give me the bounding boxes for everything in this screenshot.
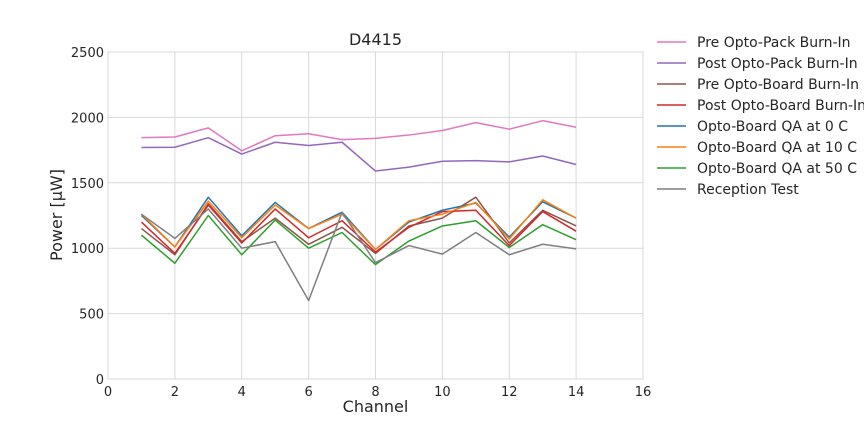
x-tick-label: 0 (104, 385, 112, 400)
y-tick-label: 500 (79, 308, 104, 323)
x-tick-label: 6 (304, 385, 312, 400)
x-tick-label: 2 (171, 385, 179, 400)
legend-label: Post Opto-Pack Burn-In (697, 56, 858, 72)
legend-item: Opto-Board QA at 0 C (657, 119, 848, 135)
x-tick-label: 8 (371, 385, 379, 400)
legend: Pre Opto-Pack Burn-In Post Opto-Pack Burn… (657, 35, 864, 198)
series-line-3 (140, 196, 577, 256)
series-line-6 (140, 199, 577, 251)
legend-label: Post Opto-Board Burn-In (697, 98, 864, 114)
legend-item: Reception Test (657, 182, 799, 198)
series-line-7 (140, 214, 577, 266)
y-tick-label: 0 (96, 373, 104, 388)
x-tick-label: 14 (568, 385, 585, 400)
legend-item: Pre Opto-Pack Burn-In (657, 35, 851, 51)
y-tick-label: 1500 (71, 177, 104, 192)
x-tick-label: 4 (238, 385, 246, 400)
series-line-8 (140, 208, 577, 302)
x-tick-label: 12 (501, 385, 518, 400)
x-tick-label: 16 (635, 385, 652, 400)
legend-item: Opto-Board QA at 50 C (657, 161, 857, 177)
y-tick-label: 2000 (71, 111, 104, 126)
x-tick-label: 10 (434, 385, 451, 400)
legend-item: Post Opto-Board Burn-In (657, 98, 864, 114)
legend-label: Opto-Board QA at 0 C (697, 119, 848, 135)
y-tick-label: 1000 (71, 242, 104, 257)
legend-item: Opto-Board QA at 10 C (657, 140, 857, 156)
x-axis-label: Channel (343, 397, 409, 416)
y-axis-label: Power [μW] (47, 169, 66, 261)
legend-item: Post Opto-Pack Burn-In (657, 56, 858, 72)
tick-labels: 0 2 4 6 8 10 12 14 16 0 500 1000 1500 2000 2500 (71, 46, 651, 400)
gridlines (107, 51, 644, 380)
y-tick-label: 2500 (71, 46, 104, 61)
legend-label: Pre Opto-Board Burn-In (697, 77, 859, 93)
series-line-1 (141, 119, 577, 152)
legend-item: Pre Opto-Board Burn-In (657, 77, 859, 93)
legend-label: Reception Test (697, 182, 799, 198)
legend-label: Opto-Board QA at 50 C (697, 161, 857, 177)
chart-title: D4415 (349, 30, 402, 49)
series-lines (140, 119, 577, 302)
legend-label: Pre Opto-Pack Burn-In (697, 35, 851, 51)
legend-label: Opto-Board QA at 10 C (697, 140, 857, 156)
series-line-2 (141, 136, 577, 172)
